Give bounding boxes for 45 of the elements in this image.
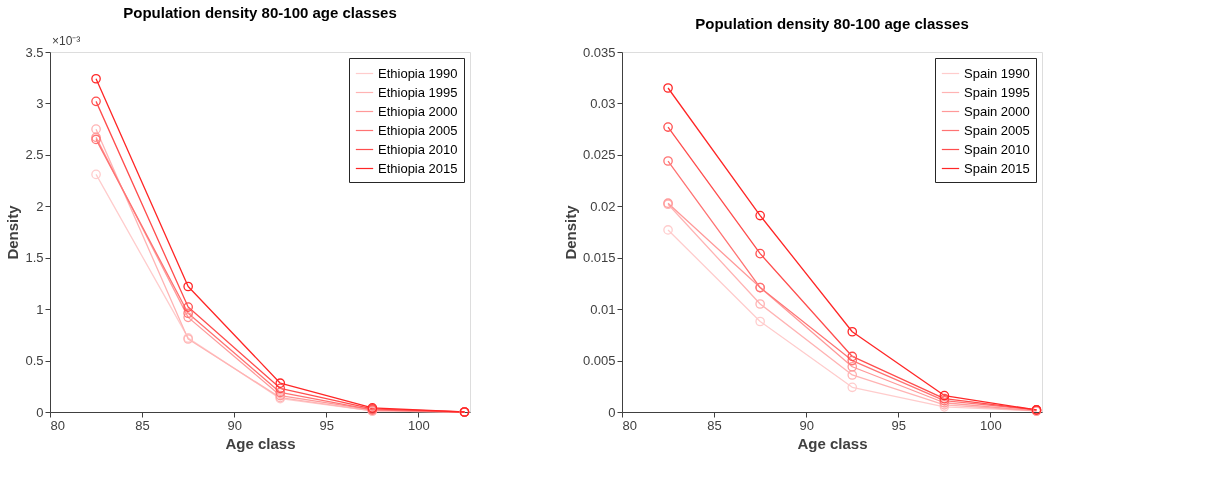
legend-label: Ethiopia 2010 [378,141,458,157]
y-tick-label: 1.5 [25,250,44,266]
text: ×10⁻³ [52,34,81,48]
x-tick-label: 80 [622,417,637,433]
x-tick-label: 100 [408,417,430,433]
legend-label: Ethiopia 2005 [378,122,458,138]
legend-label: Ethiopia 1990 [378,65,458,81]
legend-label: Spain 2005 [964,122,1030,138]
y-tick-label: 0.015 [582,250,616,266]
x-tick-label: 95 [891,417,907,433]
x-tick-label: 85 [135,417,150,433]
legend-label: Ethiopia 1995 [378,84,458,100]
x-tick-label: 90 [227,417,242,433]
y-axis-title: Density [4,204,22,260]
legend-label: Spain 2015 [964,160,1030,176]
y-axis-title: Density [561,204,579,260]
y-tick-label: 0.02 [590,198,616,214]
legend-label: Spain 1990 [964,65,1030,81]
y-tick-label: 2 [36,198,44,214]
legend-label: Spain 2010 [964,141,1030,157]
y-tick-label: 3 [36,95,44,111]
x-tick-label: 80 [50,417,65,433]
legend-label: Ethiopia 2015 [378,160,458,176]
y-tick-label: 0.03 [590,95,616,111]
legend-label: Spain 1995 [964,84,1030,100]
y-tick-label: 3.5 [25,44,44,60]
x-tick-label: 95 [319,417,335,433]
x-tick-label: 90 [799,417,814,433]
y-tick-label: 1 [36,301,44,317]
y-tick-label: 0.5 [25,353,44,369]
legend-label: Spain 2000 [964,103,1030,119]
y-tick-label: 0 [36,404,44,420]
y-tick-label: 0.01 [590,301,616,317]
y-tick-label: 0.035 [582,44,616,60]
y-tick-label: 0.025 [582,147,616,163]
x-tick-label: 100 [980,417,1002,433]
x-axis-title: Age class [225,434,296,452]
y-tick-label: 0.005 [582,353,616,369]
y-tick-label: 2.5 [25,147,44,163]
x-tick-label: 85 [707,417,722,433]
y-tick-label: 0 [608,404,616,420]
chart-title: Population density 80-100 age classes [123,4,397,21]
chart-title: Population density 80-100 age classes [695,15,969,32]
x-axis-title: Age class [797,434,868,452]
legend-label: Ethiopia 2000 [378,103,458,119]
